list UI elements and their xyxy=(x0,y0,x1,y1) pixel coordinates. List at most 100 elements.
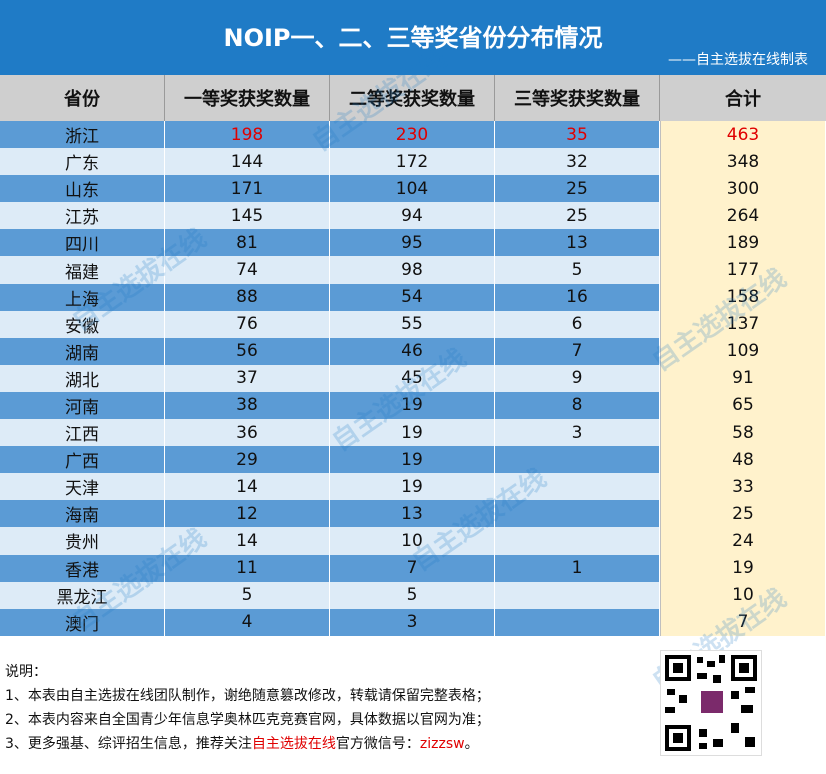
page-title: NOIP一、二、三等奖省份分布情况 xyxy=(223,24,603,52)
cell-province: 浙江 xyxy=(0,121,165,149)
table-row: 河南 38 19 8 65 xyxy=(0,391,826,420)
table-row: 江苏 145 94 25 264 xyxy=(0,202,826,230)
cell-first-prize: 5 xyxy=(165,581,330,609)
table-row: 黑龙江 5 5 10 xyxy=(0,581,826,609)
cell-province: 黑龙江 xyxy=(0,581,165,609)
cell-third-prize: 5 xyxy=(495,256,660,284)
cell-first-prize: 37 xyxy=(165,364,330,392)
table-row: 湖南 56 46 7 109 xyxy=(0,337,826,365)
cell-total: 300 xyxy=(660,175,826,203)
cell-second-prize: 10 xyxy=(330,527,495,555)
cell-second-prize: 230 xyxy=(330,121,495,149)
table-row: 香港 11 7 1 19 xyxy=(0,554,826,582)
cell-total: 264 xyxy=(660,202,826,230)
cell-third-prize: 8 xyxy=(495,391,660,420)
notes-line-3-end: 。 xyxy=(464,736,479,752)
cell-province: 上海 xyxy=(0,283,165,311)
cell-total: 189 xyxy=(660,229,826,257)
cell-third-prize xyxy=(495,527,660,555)
cell-total: 10 xyxy=(660,581,826,609)
cell-province: 湖北 xyxy=(0,364,165,392)
cell-third-prize: 25 xyxy=(495,175,660,203)
cell-province: 广东 xyxy=(0,148,165,176)
cell-third-prize xyxy=(495,581,660,609)
cell-province: 福建 xyxy=(0,256,165,284)
column-header-total: 合计 xyxy=(725,89,761,110)
cell-third-prize xyxy=(495,473,660,501)
cell-third-prize: 3 xyxy=(495,419,660,447)
column-header-third-prize: 三等奖获奖数量 xyxy=(495,75,660,121)
cell-second-prize: 104 xyxy=(330,175,495,203)
cell-province: 河南 xyxy=(0,391,165,420)
cell-first-prize: 11 xyxy=(165,554,330,582)
cell-province: 湖南 xyxy=(0,337,165,365)
cell-total: 91 xyxy=(660,364,826,392)
table-row: 浙江 198 230 35 463 xyxy=(0,121,826,149)
cell-total: 24 xyxy=(660,527,826,555)
cell-province: 广西 xyxy=(0,446,165,474)
cell-total: 33 xyxy=(660,473,826,501)
cell-total: 177 xyxy=(660,256,826,284)
table-row: 福建 74 98 5 177 xyxy=(0,256,826,284)
cell-total: 463 xyxy=(660,121,826,149)
cell-third-prize: 1 xyxy=(495,554,660,582)
cell-third-prize: 32 xyxy=(495,148,660,176)
notes-line-3-suffix: 官方微信号： xyxy=(335,736,420,752)
cell-second-prize: 19 xyxy=(330,446,495,474)
table-body: 浙江 198 230 35 463 广东 144 172 32 348 山东 171 104 25 300 江… xyxy=(0,121,826,636)
cell-first-prize: 14 xyxy=(165,527,330,555)
notes-line-1: 1、本表由自主选拔在线团队制作，谢绝随意篡改修改，转载请保留完整表格； xyxy=(5,688,490,704)
cell-first-prize: 56 xyxy=(165,337,330,365)
cell-first-prize: 4 xyxy=(165,608,330,636)
table-row: 安徽 76 55 6 137 xyxy=(0,310,826,338)
cell-total: 48 xyxy=(660,446,826,474)
cell-second-prize: 19 xyxy=(330,419,495,447)
cell-first-prize: 81 xyxy=(165,229,330,257)
cell-total: 25 xyxy=(660,500,826,528)
cell-second-prize: 3 xyxy=(330,608,495,636)
notes-heading: 说明： xyxy=(5,664,47,680)
cell-total: 348 xyxy=(660,148,826,176)
table-row: 贵州 14 10 24 xyxy=(0,527,826,555)
column-header-first-prize: 一等奖获奖数量 xyxy=(165,75,330,121)
page-subtitle: ——自主选拔在线制表 xyxy=(668,52,808,68)
cell-province: 四川 xyxy=(0,229,165,257)
table-row: 湖北 37 45 9 91 xyxy=(0,364,826,392)
cell-second-prize: 172 xyxy=(330,148,495,176)
column-header-second-prize: 二等奖获奖数量 xyxy=(330,75,495,121)
table-row: 江西 36 19 3 58 xyxy=(0,419,826,447)
cell-first-prize: 14 xyxy=(165,473,330,501)
table-header: 省份 一等奖获奖数量 二等奖获奖数量 三等奖获奖数量 合计 xyxy=(0,75,826,122)
qr-code[interactable] xyxy=(660,650,762,756)
cell-second-prize: 13 xyxy=(330,500,495,528)
cell-third-prize: 13 xyxy=(495,229,660,257)
table-row: 广西 29 19 48 xyxy=(0,446,826,474)
cell-first-prize: 12 xyxy=(165,500,330,528)
cell-total: 58 xyxy=(660,419,826,447)
cell-third-prize xyxy=(495,446,660,474)
cell-province: 海南 xyxy=(0,500,165,528)
cell-third-prize: 35 xyxy=(495,121,660,149)
cell-second-prize: 46 xyxy=(330,337,495,365)
cell-total: 7 xyxy=(660,608,826,636)
notes-line-3: 3、更多强基、综评招生信息，推荐关注自主选拔在线官方微信号：zizzsw。 xyxy=(5,732,490,756)
table-row: 广东 144 172 32 348 xyxy=(0,148,826,176)
cell-second-prize: 95 xyxy=(330,229,495,257)
cell-first-prize: 144 xyxy=(165,148,330,176)
cell-total: 109 xyxy=(660,337,826,365)
cell-province: 山东 xyxy=(0,175,165,203)
cell-third-prize: 9 xyxy=(495,364,660,392)
cell-second-prize: 5 xyxy=(330,581,495,609)
cell-province: 澳门 xyxy=(0,608,165,636)
cell-second-prize: 55 xyxy=(330,310,495,338)
cell-second-prize: 19 xyxy=(330,391,495,420)
cell-province: 安徽 xyxy=(0,310,165,338)
cell-second-prize: 7 xyxy=(330,554,495,582)
cell-province: 香港 xyxy=(0,554,165,582)
cell-first-prize: 145 xyxy=(165,202,330,230)
cell-first-prize: 198 xyxy=(165,121,330,149)
cell-third-prize xyxy=(495,608,660,636)
notes-line-3-prefix: 3、更多强基、综评招生信息，推荐关注 xyxy=(5,736,252,752)
cell-first-prize: 74 xyxy=(165,256,330,284)
notes-brand-link[interactable]: 自主选拔在线 xyxy=(251,736,336,752)
